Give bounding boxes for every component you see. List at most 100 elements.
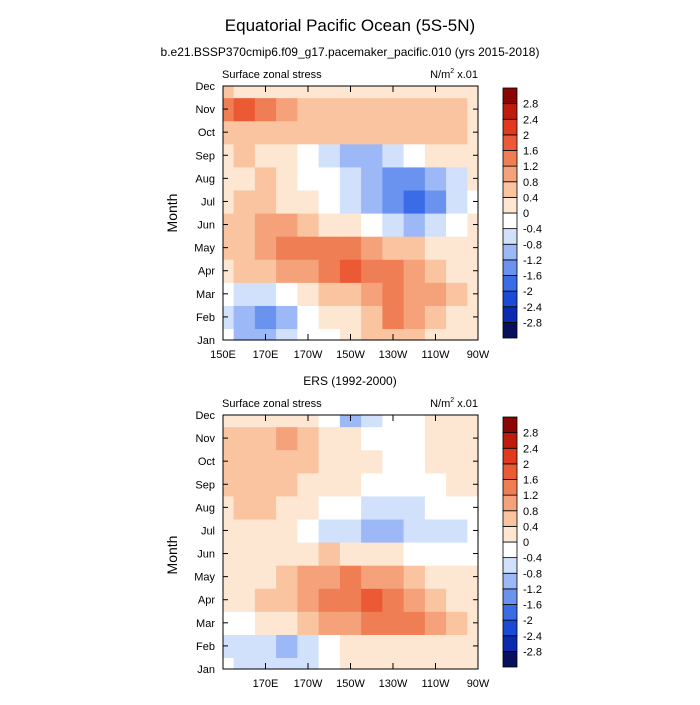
heatmap-cell bbox=[254, 542, 277, 566]
heatmap-cell bbox=[297, 120, 320, 145]
colorbar-swatch bbox=[502, 447, 518, 465]
heatmap-cell bbox=[318, 415, 341, 428]
heatmap-cell bbox=[339, 166, 362, 191]
colorbar-swatch bbox=[502, 243, 518, 261]
heatmap-cell bbox=[403, 495, 426, 520]
heatmap-cell bbox=[254, 449, 277, 474]
axes: Jan Feb Mar Apr May Jun Jul Aug Sep Oct Nov Dec 170E… bbox=[194, 410, 490, 690]
heatmap-cell bbox=[276, 143, 298, 168]
heatmap-cell bbox=[339, 472, 362, 497]
heatmap-cell bbox=[297, 634, 320, 659]
heatmap-cell bbox=[276, 328, 298, 341]
heatmap-cell bbox=[276, 449, 298, 474]
heatmap-cell bbox=[403, 518, 426, 543]
colorbar-label: 1.2 bbox=[523, 490, 538, 502]
heatmap-cell bbox=[223, 143, 235, 168]
heatmap-cell bbox=[233, 282, 256, 306]
heatmap-cell bbox=[467, 611, 479, 635]
heatmap-cell bbox=[297, 542, 320, 566]
y-tick-label: Mar bbox=[196, 618, 215, 630]
heatmap-cell bbox=[424, 542, 447, 566]
heatmap-cell bbox=[297, 426, 320, 451]
heatmap-cell bbox=[403, 588, 426, 612]
heatmap-cell bbox=[361, 120, 383, 145]
heatmap-cell bbox=[467, 305, 479, 330]
heatmap-cell bbox=[233, 259, 256, 283]
heatmap-cell bbox=[361, 657, 383, 670]
heatmap-cell bbox=[403, 282, 426, 306]
y-tick-label: Aug bbox=[195, 173, 215, 185]
colorbar-swatch bbox=[502, 541, 518, 559]
heatmap-cell bbox=[403, 97, 426, 122]
heatmap-cell bbox=[254, 259, 277, 283]
colorbar-label: -0.4 bbox=[523, 224, 542, 236]
heatmap-cell bbox=[424, 120, 447, 145]
y-tick-label: Jun bbox=[197, 549, 215, 561]
heatmap-cell bbox=[276, 213, 298, 237]
heatmap-cell bbox=[223, 588, 235, 612]
heatmap-cell bbox=[467, 472, 479, 497]
x-tick-label: 170E bbox=[253, 349, 279, 361]
colorbar: 2.8 2.4 2 1.6 1.2 0.8 0.4 0 -0.4 -0.8 -1.2 -1.6 -2 -2… bbox=[502, 87, 542, 339]
heatmap-cell bbox=[276, 415, 298, 428]
heatmap-cell bbox=[403, 86, 426, 99]
heatmap-cell bbox=[297, 166, 320, 191]
heatmap-cell bbox=[339, 495, 362, 520]
heatmap-cell bbox=[276, 611, 298, 635]
heatmap-cell bbox=[254, 426, 277, 451]
heatmap-cell bbox=[254, 236, 277, 260]
heatmap-cell bbox=[318, 97, 341, 122]
x-tick-label: 110W bbox=[422, 349, 451, 361]
heatmap-cell bbox=[276, 259, 298, 283]
colorbar-swatch bbox=[502, 275, 518, 292]
heatmap-cell bbox=[361, 426, 383, 451]
colorbar-label: 1.6 bbox=[523, 146, 538, 158]
colorbar-swatch bbox=[502, 525, 518, 543]
heatmap-cell bbox=[233, 426, 256, 451]
heatmap-cell bbox=[254, 518, 277, 543]
heatmap-cell bbox=[233, 305, 256, 330]
y-tick-label: Oct bbox=[198, 127, 215, 139]
heatmap-cell bbox=[446, 86, 468, 99]
heatmap-cell bbox=[446, 518, 468, 543]
heatmap-cell bbox=[446, 611, 468, 635]
x-tick-label: 170E bbox=[253, 678, 279, 690]
colorbar-label: -0.8 bbox=[523, 239, 542, 251]
heatmap-cell bbox=[424, 86, 447, 99]
heatmap-cell bbox=[446, 259, 468, 283]
heatmap-cell bbox=[318, 588, 341, 612]
heatmap-cell bbox=[223, 449, 235, 474]
colorbar-label: 2.4 bbox=[523, 443, 538, 455]
colorbar-label: 0.4 bbox=[523, 521, 538, 533]
heatmap-cell bbox=[467, 449, 479, 474]
heatmap-cell bbox=[361, 213, 383, 237]
heatmap-cell bbox=[467, 236, 479, 260]
colorbar-label: 0 bbox=[523, 208, 529, 220]
colorbar-swatch bbox=[502, 196, 518, 214]
heatmap-cell bbox=[446, 472, 468, 497]
x-tick-label: 130W bbox=[379, 349, 408, 361]
heatmap-cell bbox=[467, 426, 479, 451]
heatmap-cell bbox=[361, 542, 383, 566]
heatmap-cell bbox=[297, 415, 320, 428]
heatmap-cell bbox=[297, 472, 320, 497]
heatmap-cell bbox=[223, 426, 235, 451]
heatmap-cell bbox=[223, 97, 235, 122]
heatmap-cell bbox=[403, 565, 426, 589]
heatmap-cell bbox=[403, 120, 426, 145]
y-axis-label: Month bbox=[164, 194, 180, 233]
colorbar-swatch bbox=[502, 259, 518, 276]
heatmap-cell bbox=[424, 426, 447, 451]
heatmap-cell bbox=[318, 189, 341, 214]
y-tick-label: Sep bbox=[195, 150, 215, 162]
heatmap-cell bbox=[403, 611, 426, 635]
colorbar-swatch bbox=[502, 650, 518, 668]
heatmap-cell bbox=[467, 542, 479, 566]
heatmap-cell bbox=[254, 282, 277, 306]
heatmap-cell bbox=[446, 415, 468, 428]
heatmap-cell bbox=[382, 143, 405, 168]
heatmap-cell bbox=[424, 588, 447, 612]
heatmap-cell bbox=[318, 657, 341, 670]
colorbar-swatch bbox=[502, 432, 518, 449]
x-tick-label: 170W bbox=[294, 349, 323, 361]
